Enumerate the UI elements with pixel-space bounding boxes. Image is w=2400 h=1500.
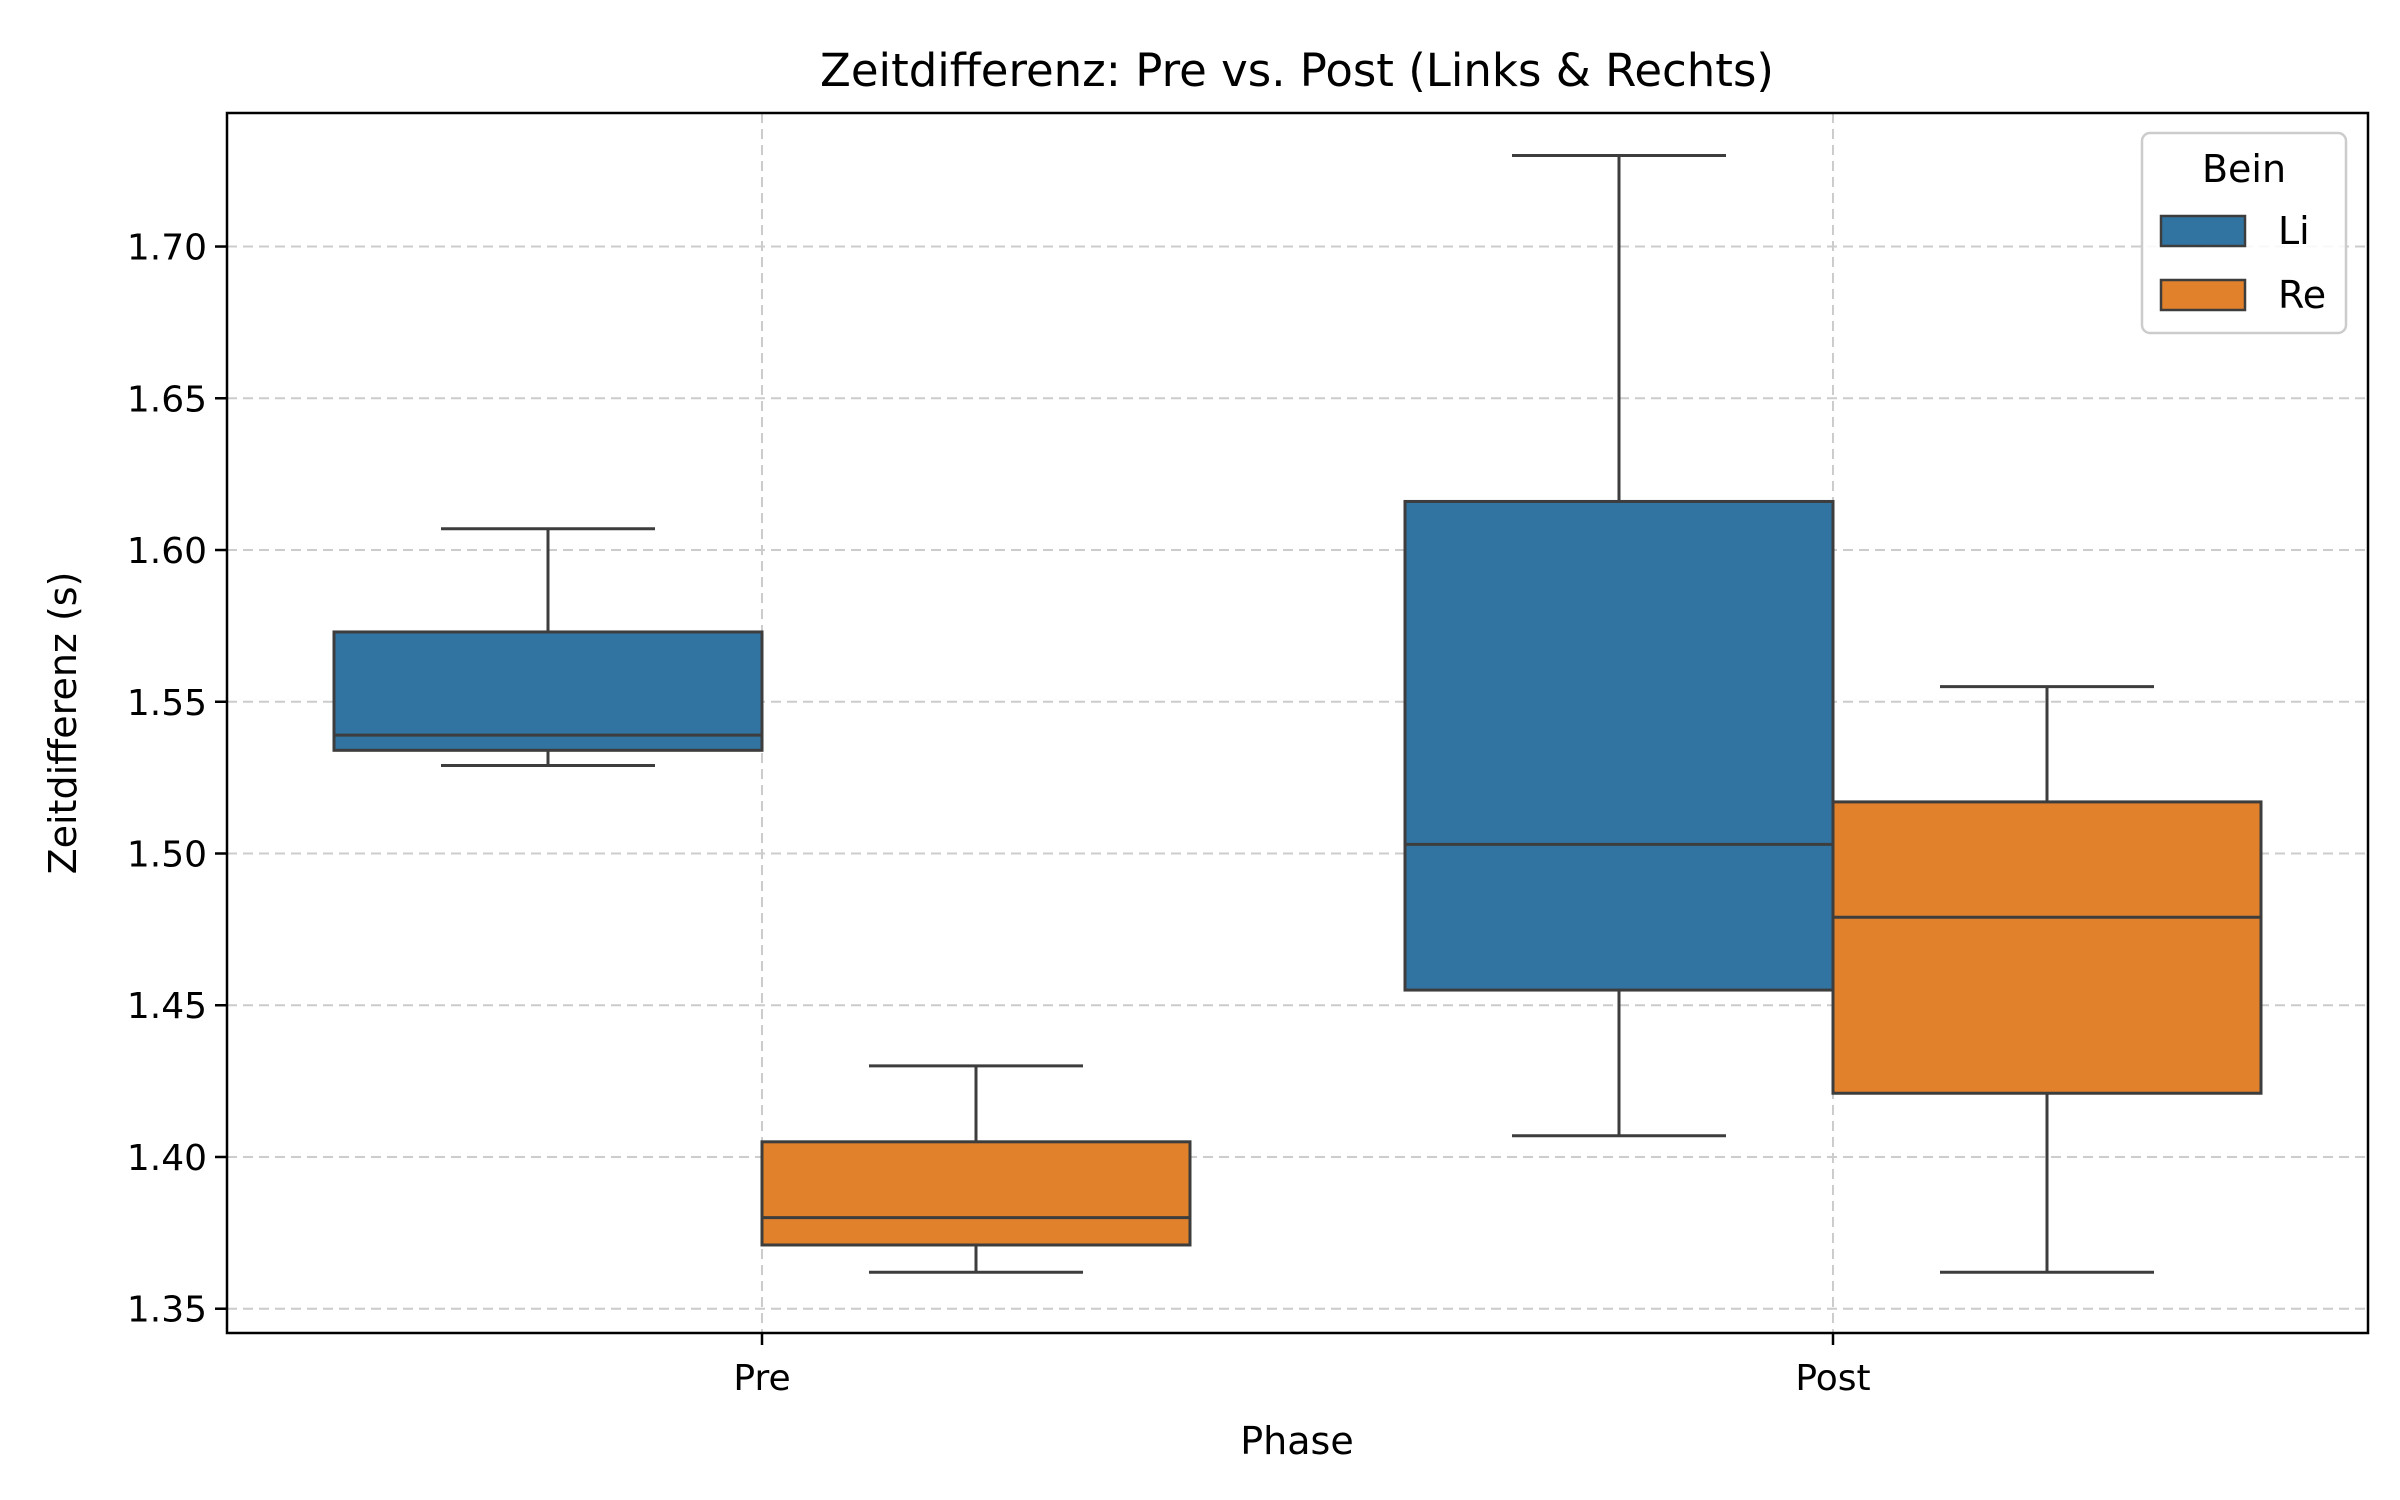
y-tick-label: 1.55 (127, 683, 207, 724)
x-tick-label: Pre (733, 1358, 790, 1399)
iqr-box[interactable] (1831, 800, 2263, 1095)
box-re-pre[interactable] (760, 1064, 1192, 1274)
iqr-box[interactable] (332, 630, 764, 752)
box-re-post[interactable] (1831, 685, 2263, 1274)
y-tick-label: 1.60 (127, 531, 207, 572)
legend-items: Li Re (2159, 209, 2326, 317)
y-tick-label: 1.50 (127, 834, 207, 875)
y-tick-label: 1.70 (127, 228, 207, 269)
box-layer (332, 153, 2263, 1274)
box-li-post[interactable] (1403, 153, 1835, 1138)
legend-swatch-li (2159, 214, 2247, 248)
chart-title: Zeitdifferenz: Pre vs. Post (Links & Rec… (820, 44, 1774, 97)
y-tick-label: 1.35 (127, 1290, 207, 1331)
axis-layer: 1.35 1.40 1.45 1.50 1.55 1.60 1.65 1.70 Pre Post (127, 228, 1871, 1399)
x-axis-label: Phase (1240, 1419, 1353, 1463)
plot-frame (225, 111, 2370, 1335)
iqr-box[interactable] (1403, 499, 1835, 992)
legend-label-li: Li (2278, 209, 2310, 253)
y-tick-label: 1.45 (127, 986, 207, 1027)
x-tick-label: Post (1795, 1358, 1870, 1399)
y-tick-label: 1.65 (127, 379, 207, 420)
y-tick-label: 1.40 (127, 1138, 207, 1179)
iqr-box[interactable] (760, 1140, 1192, 1247)
legend-title: Bein (2202, 147, 2286, 191)
legend[interactable]: Bein Li Re (2140, 131, 2348, 335)
legend-label-re: Re (2278, 273, 2326, 317)
legend-swatch-re (2159, 278, 2247, 312)
y-axis-label: Zeitdifferenz (s) (41, 572, 85, 875)
box-li-pre[interactable] (332, 527, 764, 767)
